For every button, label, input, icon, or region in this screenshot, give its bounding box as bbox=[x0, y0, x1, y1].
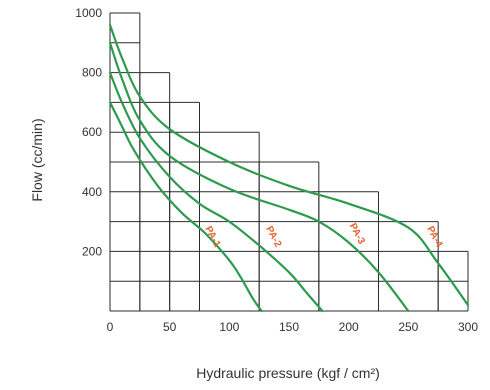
y-tick-label: 400 bbox=[82, 185, 102, 199]
x-tick-label: 200 bbox=[339, 320, 359, 334]
y-tick-label: 1000 bbox=[75, 6, 102, 20]
x-tick-label: 100 bbox=[219, 320, 239, 334]
series-line-pa-2 bbox=[108, 71, 324, 313]
curve-label-pa-2: PA-2 bbox=[263, 225, 283, 250]
series-line-pa-3 bbox=[108, 41, 410, 313]
x-tick-label: 250 bbox=[398, 320, 418, 334]
y-axis-label: Flow (cc/min) bbox=[29, 118, 45, 201]
x-axis-ticks: 0 50 100 150 200 250 300 bbox=[107, 320, 479, 334]
x-tick-label: 50 bbox=[163, 320, 177, 334]
series-line-pa-4 bbox=[108, 23, 470, 307]
curves bbox=[108, 23, 470, 313]
x-tick-label: 150 bbox=[279, 320, 299, 334]
y-tick-label: 800 bbox=[82, 66, 102, 80]
series-line-pa-1 bbox=[108, 101, 263, 313]
curve-labels: PA-1 PA-2 PA-3 PA-4 bbox=[202, 222, 444, 250]
x-tick-label: 0 bbox=[107, 320, 114, 334]
x-axis-label: Hydraulic pressure (kgf / cm²) bbox=[196, 365, 380, 381]
y-axis-ticks: 200 400 600 800 1000 bbox=[75, 6, 102, 258]
curve-label-pa-1: PA-1 bbox=[202, 225, 222, 250]
y-tick-label: 200 bbox=[82, 244, 102, 258]
grid bbox=[109, 12, 469, 312]
x-tick-label: 300 bbox=[458, 320, 478, 334]
y-tick-label: 600 bbox=[82, 125, 102, 139]
